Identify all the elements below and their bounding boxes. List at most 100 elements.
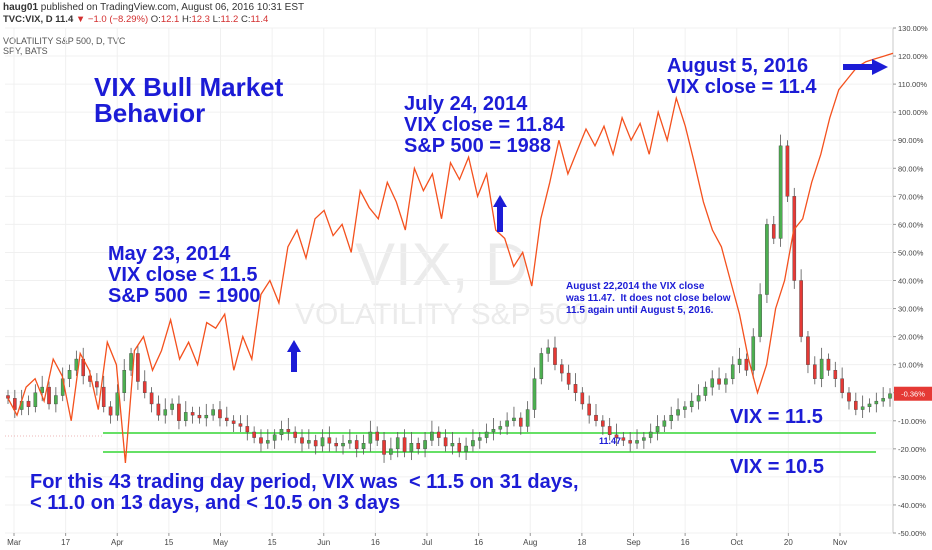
vix-candle (607, 417, 612, 441)
y-tick-label: -30.00% (898, 473, 926, 482)
chart-grid (5, 27, 894, 534)
vix-candle (190, 406, 195, 424)
vix-candle (833, 361, 838, 388)
vix-candle (703, 381, 708, 402)
candle-body (642, 437, 646, 441)
candle-body (553, 347, 557, 365)
candle-body (389, 448, 393, 455)
candle-body (40, 386, 44, 393)
candle-body (525, 409, 530, 427)
vix-candle (122, 359, 127, 402)
candle-body (703, 386, 708, 396)
vix-candle (450, 432, 455, 455)
vix-candle (156, 395, 161, 421)
vix-candle (683, 401, 687, 418)
y-tick-label: -10.00% (898, 417, 926, 426)
author-name[interactable]: haug01 (3, 2, 39, 13)
vix-candle (867, 398, 872, 413)
y-tick-label: 120.00% (898, 52, 928, 61)
vix-candle (505, 412, 509, 435)
y-tick-label: -40.00% (898, 501, 926, 510)
vix-candle (560, 359, 564, 382)
vix-candle (648, 423, 653, 444)
vix-candle (621, 432, 626, 447)
candle-body (812, 364, 817, 379)
vix-candle (266, 429, 270, 449)
candle-body (464, 445, 468, 452)
candle-body (669, 414, 674, 421)
vix-candle (710, 370, 715, 396)
vix-candle (245, 415, 250, 441)
candle-body (778, 145, 783, 239)
vix-candle (840, 367, 844, 399)
x-tick-label: 16 (371, 538, 380, 547)
arrow-head (493, 195, 507, 207)
vix-candle (812, 356, 817, 385)
vix-candle (341, 434, 345, 455)
candle-body (320, 437, 325, 447)
candle-body (566, 372, 571, 385)
candle-body (190, 412, 195, 416)
candle-body (799, 280, 803, 337)
vix-candle (279, 420, 284, 441)
july-2014-annotation: July 24, 2014 VIX close = 11.84 S&P 500 … (404, 93, 565, 157)
candle-body (286, 428, 291, 433)
candle-body (758, 294, 762, 337)
candle-body (382, 440, 386, 455)
vix-candle (546, 339, 550, 362)
vix-candle (539, 347, 544, 385)
vix-candle (368, 420, 373, 452)
vix-candle (819, 347, 824, 388)
vix-candle (778, 134, 783, 247)
candle-body (771, 224, 776, 239)
candle-body (587, 403, 591, 416)
candle-body (819, 358, 824, 379)
vix-candle (771, 215, 776, 245)
vix-candle (826, 353, 831, 376)
down-arrow-icon: ▼ (75, 14, 86, 25)
vix-candle (389, 437, 393, 461)
candle-body (874, 400, 879, 405)
vix-candle (696, 384, 701, 410)
vix-candle (395, 432, 400, 458)
y-tick-label: 70.00% (898, 192, 924, 201)
candle-body (546, 347, 550, 354)
candle-body (518, 417, 523, 427)
y-tick-label: 130.00% (898, 24, 928, 33)
arrow-head (872, 59, 888, 75)
price-badge-group: -0.36% (894, 386, 932, 401)
x-tick-label: Jun (317, 538, 330, 547)
publish-info: published on TradingView.com, August 06,… (40, 2, 305, 13)
x-tick-label: 16 (681, 538, 690, 547)
candle-body (737, 358, 742, 365)
symbol-label: TVC:VIX, D (3, 14, 53, 25)
series1-legend[interactable]: VOLATILITY S&P 500, D, TVC (3, 36, 126, 46)
vix-candle (183, 401, 188, 427)
candle-body (13, 398, 17, 410)
candle-body (792, 196, 797, 281)
candle-body (95, 381, 99, 388)
x-tick-label: Mar (7, 538, 21, 547)
vix-candle (471, 429, 475, 452)
candle-body (170, 403, 174, 410)
candle-body (621, 437, 626, 441)
vix-candle (525, 401, 530, 432)
candle-body (252, 431, 256, 438)
candle-body (512, 417, 516, 421)
candle-body (6, 395, 10, 399)
candle-body (122, 370, 127, 393)
vix-candle (423, 432, 427, 458)
candle-body (881, 398, 885, 402)
candle-body (614, 434, 619, 438)
vix-candle (587, 395, 591, 424)
series2-legend[interactable]: SPY, BATS (3, 46, 48, 56)
candle-body (204, 414, 209, 419)
candle-body (101, 386, 106, 407)
vix-candle (655, 415, 660, 441)
candle-body (409, 443, 414, 452)
candle-body (648, 431, 653, 438)
vix-candle (101, 375, 106, 413)
candle-body (416, 443, 421, 450)
arrow-aug-2016 (843, 59, 888, 75)
